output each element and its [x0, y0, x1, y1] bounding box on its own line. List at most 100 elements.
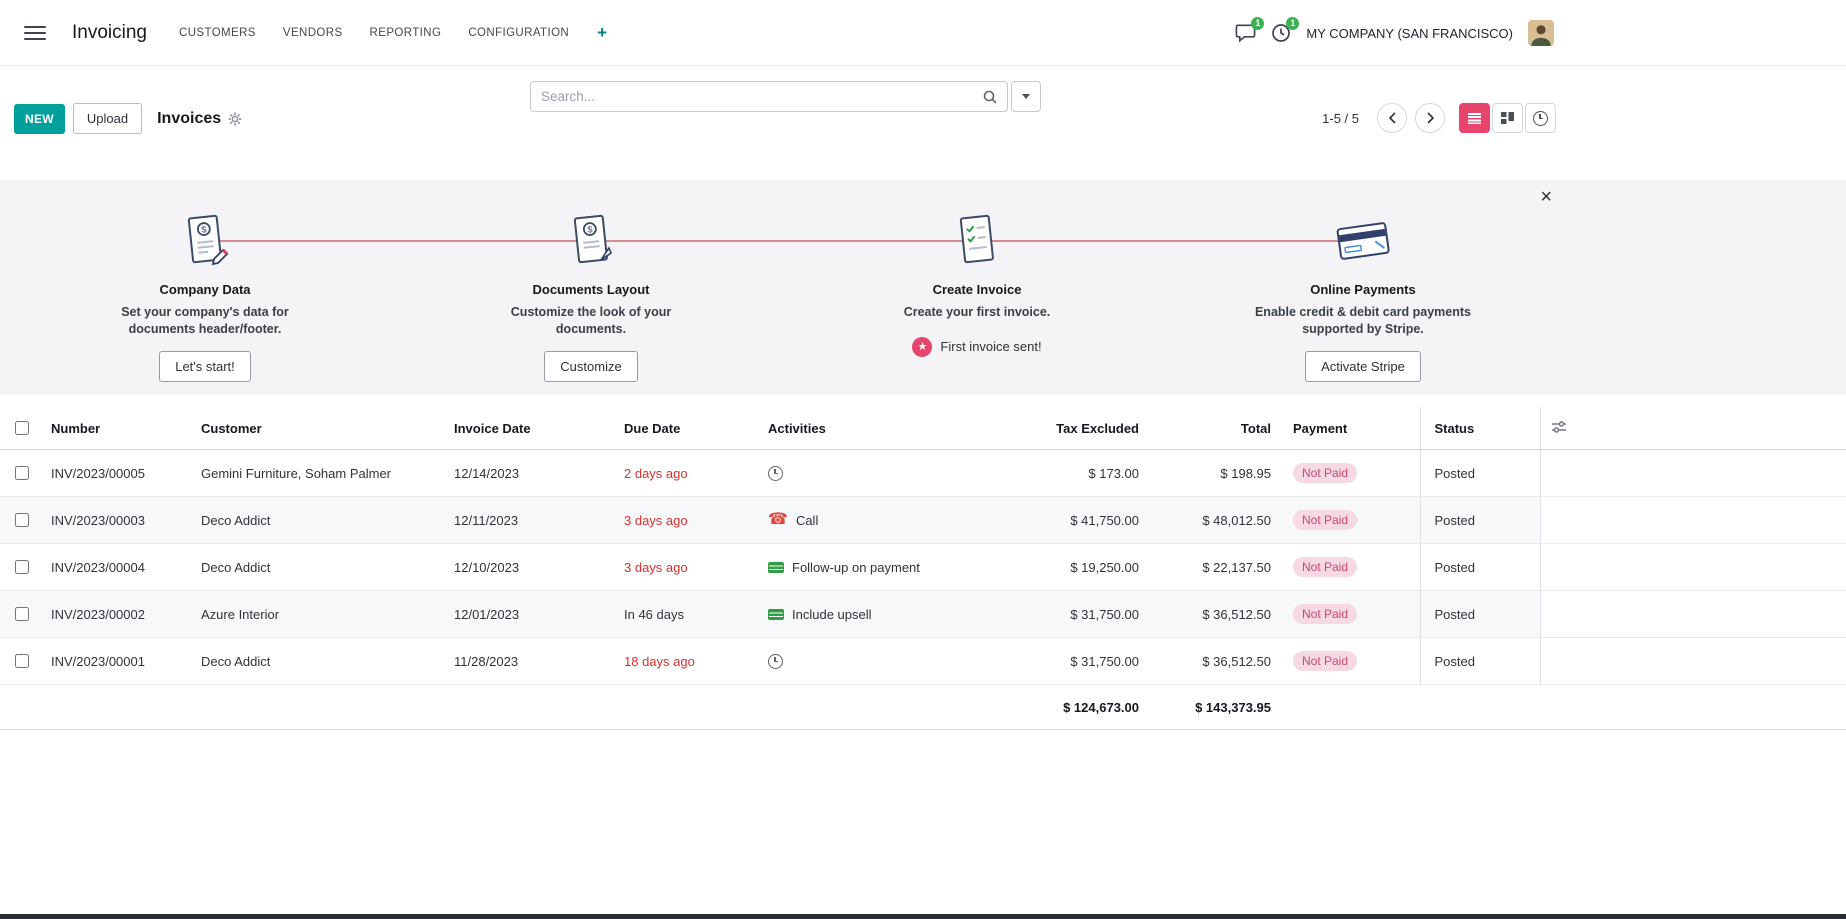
- invoice-number: INV/2023/00003: [40, 496, 190, 544]
- invoice-customer: Deco Addict: [190, 496, 443, 544]
- activity-label: Include upsell: [792, 606, 872, 622]
- activities-icon[interactable]: 1: [1271, 17, 1300, 43]
- user-avatar[interactable]: [1528, 20, 1554, 46]
- total-tax-excluded: $ 124,673.00: [1000, 684, 1150, 730]
- search-icon: [982, 89, 998, 110]
- systray: 1 1 MY COMPANY (SAN FRANCISCO): [1235, 0, 1554, 66]
- invoice-customer: Deco Addict: [190, 543, 443, 591]
- payment-status-badge: Not Paid: [1293, 604, 1358, 624]
- upsell-icon[interactable]: [768, 608, 784, 620]
- menu-customers[interactable]: CUSTOMERS: [179, 26, 256, 39]
- onboarding-progress-line: [205, 240, 1362, 242]
- onboarding-banner: × $ Company Data Set your: [0, 180, 1846, 395]
- clock-icon[interactable]: [768, 653, 783, 669]
- column-header-number[interactable]: Number: [40, 407, 190, 450]
- list-view-button[interactable]: [1459, 103, 1490, 133]
- activity-cell[interactable]: [757, 637, 1000, 685]
- star-icon: ★: [912, 336, 933, 357]
- row-checkbox[interactable]: [15, 513, 29, 527]
- invoice-number: INV/2023/00005: [40, 449, 190, 497]
- column-header-activities[interactable]: Activities: [757, 407, 1000, 450]
- invoice-date: 12/01/2023: [443, 590, 613, 638]
- invoice-customer: Gemini Furniture, Soham Palmer: [190, 449, 443, 497]
- invoice-date: 12/14/2023: [443, 449, 613, 497]
- column-header-status[interactable]: Status: [1419, 407, 1540, 450]
- view-switcher: [1459, 103, 1556, 133]
- step-description: Create your first invoice.: [903, 305, 1051, 319]
- table-row[interactable]: INV/2023/00004 Deco Addict 12/10/2023 3 …: [0, 543, 1846, 591]
- column-header-payment[interactable]: Payment: [1282, 407, 1420, 450]
- invoice-customer: Deco Addict: [190, 637, 443, 685]
- row-checkbox[interactable]: [15, 607, 29, 621]
- table-row[interactable]: INV/2023/00001 Deco Addict 11/28/2023 18…: [0, 637, 1846, 685]
- step-description: Customize the look of your documents.: [510, 305, 672, 336]
- activity-label: Follow-up on payment: [792, 559, 920, 575]
- column-header-due-date[interactable]: Due Date: [613, 407, 757, 450]
- table-row[interactable]: INV/2023/00005 Gemini Furniture, Soham P…: [0, 449, 1846, 497]
- row-checkbox[interactable]: [15, 466, 29, 480]
- lets-start-button[interactable]: Let's start!: [159, 350, 251, 382]
- new-button[interactable]: NEW: [14, 103, 65, 134]
- row-checkbox[interactable]: [15, 654, 29, 668]
- invoice-tax-excluded: $ 31,750.00: [1000, 590, 1150, 638]
- activity-cell[interactable]: Follow-up on payment: [757, 543, 1000, 591]
- chevron-down-icon: [1022, 94, 1030, 99]
- page-title: Invoices: [157, 109, 222, 127]
- kanban-icon: [1501, 112, 1514, 124]
- invoice-status: Posted: [1419, 637, 1540, 685]
- table-row[interactable]: INV/2023/00002 Azure Interior 12/01/2023…: [0, 590, 1846, 638]
- optional-columns-icon[interactable]: [1551, 420, 1566, 436]
- column-header-tax-excluded[interactable]: Tax Excluded: [1000, 407, 1150, 450]
- search-input[interactable]: [531, 82, 1007, 111]
- app-name[interactable]: Invoicing: [72, 21, 147, 43]
- customize-button[interactable]: Customize: [544, 350, 638, 382]
- onboarding-step-online-payments: Online Payments Enable credit & debit ca…: [1170, 212, 1556, 382]
- menu-reporting[interactable]: REPORTING: [369, 26, 442, 39]
- menu-vendors[interactable]: VENDORS: [282, 26, 343, 39]
- invoice-date: 11/28/2023: [443, 637, 613, 685]
- table-header-row: Number Customer Invoice Date Due Date Ac…: [0, 407, 1846, 450]
- column-header-invoice-date[interactable]: Invoice Date: [443, 407, 613, 450]
- row-checkbox[interactable]: [15, 560, 29, 574]
- phone-icon[interactable]: ☎: [768, 511, 788, 528]
- main-menu: CUSTOMERS VENDORS REPORTING CONFIGURATIO…: [179, 27, 569, 39]
- followup-icon[interactable]: [768, 561, 784, 573]
- apps-menu-icon[interactable]: [24, 25, 46, 40]
- invoice-due-date: 18 days ago: [613, 637, 757, 685]
- invoice-status: Posted: [1419, 590, 1540, 638]
- plus-icon[interactable]: +: [597, 22, 608, 42]
- gear-icon[interactable]: [228, 112, 242, 126]
- messages-icon[interactable]: 1: [1235, 17, 1265, 43]
- kanban-view-button[interactable]: [1492, 103, 1523, 133]
- table-row[interactable]: INV/2023/00003 Deco Addict 12/11/2023 3 …: [0, 496, 1846, 544]
- menu-configuration[interactable]: CONFIGURATION: [468, 26, 570, 39]
- activity-cell[interactable]: [757, 449, 1000, 497]
- clock-icon[interactable]: [768, 465, 783, 481]
- pager-previous-button[interactable]: [1377, 103, 1407, 133]
- activity-cell[interactable]: ☎ Call: [757, 496, 1000, 544]
- invoice-total: $ 36,512.50: [1150, 590, 1282, 638]
- invoice-table: Number Customer Invoice Date Due Date Ac…: [0, 407, 1846, 730]
- column-header-customer[interactable]: Customer: [190, 407, 443, 450]
- step-title: Documents Layout: [532, 282, 650, 297]
- search-dropdown-toggle[interactable]: [1011, 81, 1041, 112]
- activity-view-button[interactable]: [1525, 103, 1556, 133]
- online-payments-icon: [1331, 212, 1395, 270]
- invoice-number: INV/2023/00004: [40, 543, 190, 591]
- invoice-status: Posted: [1419, 543, 1540, 591]
- onboarding-step-documents-layout: $ Documents Layout Customize the look of…: [398, 212, 784, 382]
- activate-stripe-button[interactable]: Activate Stripe: [1305, 350, 1421, 382]
- upload-button[interactable]: Upload: [72, 103, 143, 134]
- invoice-due-date: 3 days ago: [613, 496, 757, 544]
- activity-cell[interactable]: Include upsell: [757, 590, 1000, 638]
- company-name[interactable]: MY COMPANY (SAN FRANCISCO): [1306, 25, 1513, 41]
- pager-value[interactable]: 1-5 / 5: [1322, 110, 1359, 126]
- total-amount: $ 143,373.95: [1150, 684, 1282, 730]
- select-all-checkbox[interactable]: [15, 421, 29, 435]
- invoice-due-date: In 46 days: [613, 590, 757, 638]
- close-icon[interactable]: ×: [1534, 186, 1558, 208]
- invoice-customer: Azure Interior: [190, 590, 443, 638]
- clock-icon: [1533, 110, 1548, 126]
- pager-next-button[interactable]: [1415, 103, 1445, 133]
- column-header-total[interactable]: Total: [1150, 407, 1282, 450]
